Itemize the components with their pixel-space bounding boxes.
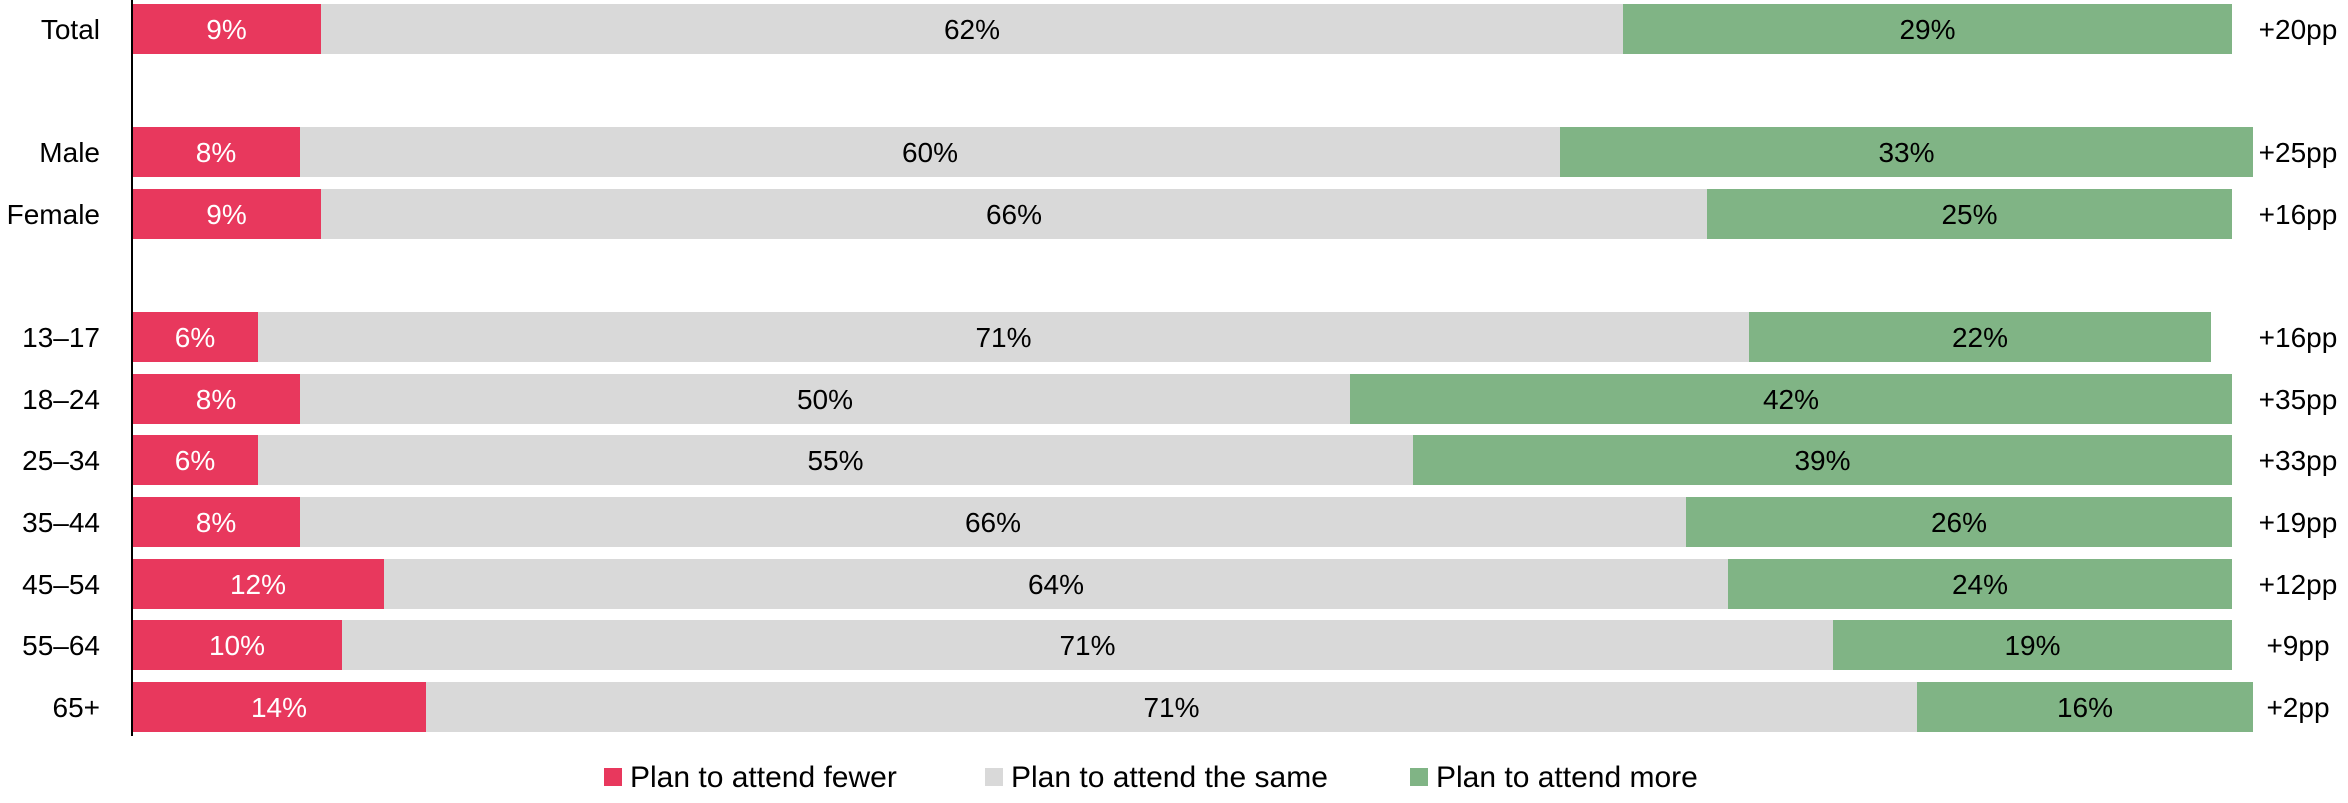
data-label: 71% xyxy=(1143,692,1199,723)
data-label: 39% xyxy=(1794,445,1850,476)
bar-segment xyxy=(132,312,258,362)
net-change-label: +2pp xyxy=(2266,692,2329,723)
category-label: 55–64 xyxy=(22,630,100,661)
data-label: 71% xyxy=(1059,630,1115,661)
data-label: 29% xyxy=(1899,14,1955,45)
category-label: 25–34 xyxy=(22,445,100,476)
bar-segment xyxy=(300,127,1560,177)
bar-segment xyxy=(321,4,1623,54)
data-label: 62% xyxy=(944,14,1000,45)
bar-segment xyxy=(342,620,1833,670)
bar-segment xyxy=(1707,189,2232,239)
data-label: 14% xyxy=(251,692,307,723)
category-label: Total xyxy=(41,14,100,45)
bar-segment xyxy=(258,312,1749,362)
bar-segment xyxy=(1833,620,2232,670)
bar-segment xyxy=(258,435,1413,485)
data-label: 66% xyxy=(965,507,1021,538)
data-label: 25% xyxy=(1941,199,1997,230)
category-label: 13–17 xyxy=(22,322,100,353)
category-label: 18–24 xyxy=(22,384,100,415)
data-label: 24% xyxy=(1952,569,2008,600)
bar-segment xyxy=(300,497,1686,547)
data-label: 60% xyxy=(902,137,958,168)
bar-segment xyxy=(1728,559,2232,609)
net-change-label: +20pp xyxy=(2259,14,2338,45)
data-label: 8% xyxy=(196,137,236,168)
data-label: 50% xyxy=(797,384,853,415)
data-label: 22% xyxy=(1952,322,2008,353)
bar-segment xyxy=(1350,374,2232,424)
data-label: 16% xyxy=(2057,692,2113,723)
bar-segment xyxy=(132,497,300,547)
bar-segment xyxy=(1623,4,2232,54)
bar-segment xyxy=(1413,435,2232,485)
data-label: 8% xyxy=(196,507,236,538)
net-change-label: +19pp xyxy=(2259,507,2338,538)
category-label: 35–44 xyxy=(22,507,100,538)
net-change-label: +16pp xyxy=(2259,322,2338,353)
data-label: 64% xyxy=(1028,569,1084,600)
data-label: 33% xyxy=(1878,137,1934,168)
category-label: Male xyxy=(39,137,100,168)
data-label: 12% xyxy=(230,569,286,600)
data-label: 6% xyxy=(175,322,215,353)
bar-segment xyxy=(1686,497,2232,547)
data-label: 6% xyxy=(175,445,215,476)
data-label: 9% xyxy=(206,14,246,45)
data-label: 66% xyxy=(986,199,1042,230)
data-label: 71% xyxy=(975,322,1031,353)
bar-segment xyxy=(132,189,321,239)
bar-segment xyxy=(132,682,426,732)
bar-segment xyxy=(132,4,321,54)
net-change-label: +12pp xyxy=(2259,569,2338,600)
category-label: Female xyxy=(7,199,100,230)
bar-segment xyxy=(300,374,1350,424)
data-label: 42% xyxy=(1763,384,1819,415)
data-label: 19% xyxy=(2004,630,2060,661)
data-label: 10% xyxy=(209,630,265,661)
category-label: 45–54 xyxy=(22,569,100,600)
bar-segment xyxy=(132,620,342,670)
net-change-label: +35pp xyxy=(2259,384,2338,415)
data-label: 8% xyxy=(196,384,236,415)
legend-label: Plan to attend the same xyxy=(1011,761,1328,794)
legend-swatch xyxy=(1410,768,1428,786)
bar-segment xyxy=(321,189,1707,239)
net-change-label: +16pp xyxy=(2259,199,2338,230)
data-label: 26% xyxy=(1931,507,1987,538)
bar-segment xyxy=(1749,312,2211,362)
bar-segment xyxy=(1917,682,2253,732)
net-change-label: +9pp xyxy=(2266,630,2329,661)
net-change-label: +33pp xyxy=(2259,445,2338,476)
bar-segment xyxy=(384,559,1728,609)
bar-segment xyxy=(132,374,300,424)
legend-label: Plan to attend more xyxy=(1436,761,1698,794)
bar-segment xyxy=(426,682,1917,732)
bar-segment xyxy=(132,559,384,609)
data-label: 55% xyxy=(807,445,863,476)
net-change-label: +25pp xyxy=(2259,137,2338,168)
legend-swatch xyxy=(604,768,622,786)
legend-label: Plan to attend fewer xyxy=(630,761,897,794)
bar-segment xyxy=(132,127,300,177)
legend-swatch xyxy=(985,768,1003,786)
category-label: 65+ xyxy=(53,692,101,723)
bar-segment xyxy=(1560,127,2253,177)
bar-segment xyxy=(132,435,258,485)
data-label: 9% xyxy=(206,199,246,230)
